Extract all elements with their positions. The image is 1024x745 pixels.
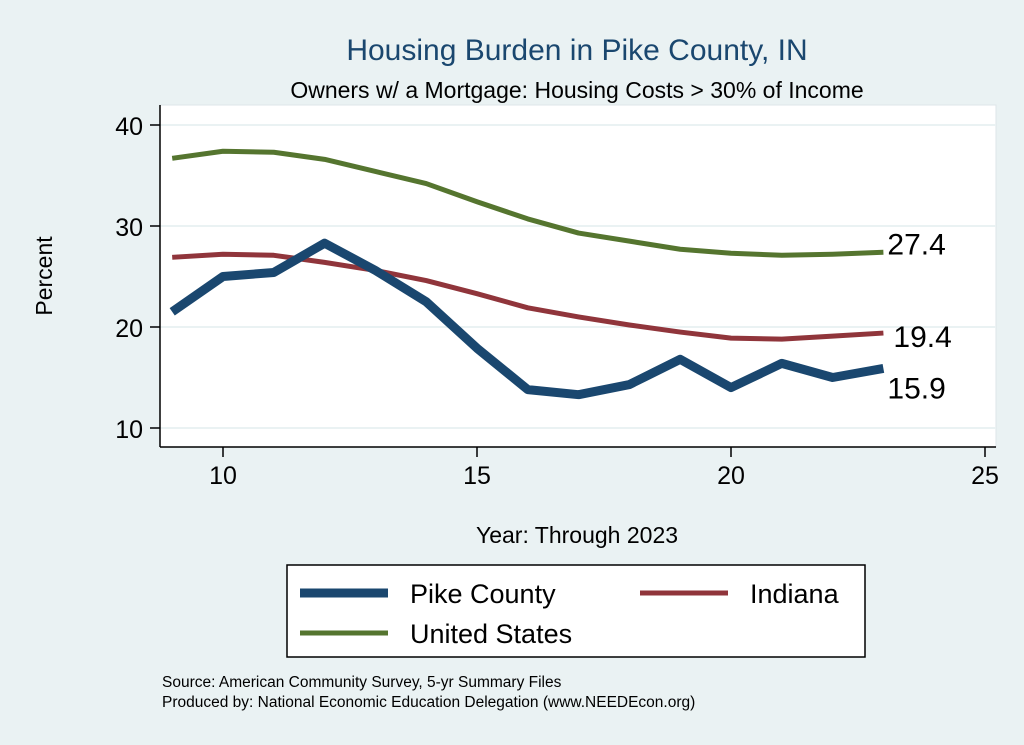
producer-note: Produced by: National Economic Education…: [162, 694, 695, 711]
end-value-label: 27.4: [887, 228, 945, 261]
x-tick-label: 25: [971, 462, 999, 490]
end-value-label: 15.9: [887, 372, 945, 405]
chart-title: Housing Burden in Pike County, IN: [346, 34, 807, 67]
chart-subtitle: Owners w/ a Mortgage: Housing Costs > 30…: [290, 77, 863, 103]
x-tick-label: 10: [209, 462, 237, 490]
y-tick-label: 30: [115, 214, 143, 242]
x-tick-label: 20: [717, 462, 745, 490]
series-line-pike-county: [169, 238, 885, 400]
x-tick-label: 15: [463, 462, 491, 490]
y-tick-label: 20: [115, 315, 143, 343]
legend-label: Pike County: [410, 579, 556, 609]
end-value-label: 19.4: [893, 321, 951, 354]
legend-label: Indiana: [750, 579, 840, 609]
legend-label: United States: [410, 619, 572, 649]
y-tick-label: 40: [115, 113, 143, 141]
plot-area: [159, 104, 997, 448]
series-line-united-states: [171, 148, 884, 258]
y-tick-label: 10: [115, 416, 143, 444]
y-axis-label: Percent: [31, 236, 57, 316]
x-axis-label: Year: Through 2023: [476, 522, 678, 548]
source-note: Source: American Community Survey, 5-yr …: [162, 674, 562, 691]
legend: [286, 564, 866, 658]
